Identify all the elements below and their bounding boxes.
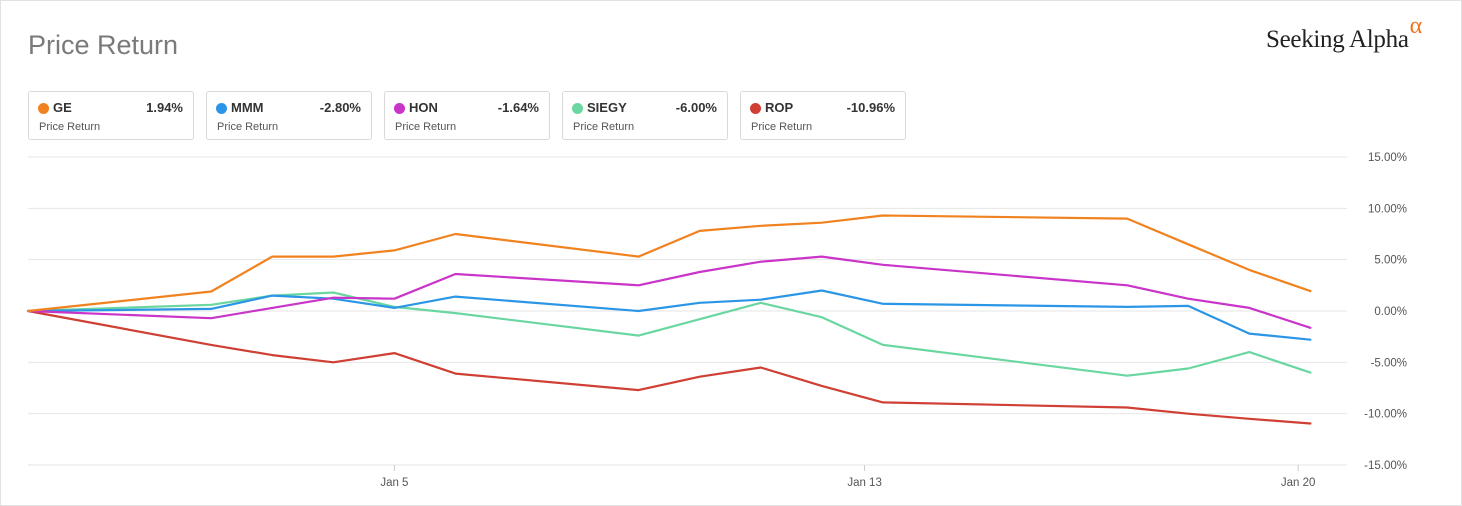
legend-ticker: ROP xyxy=(765,100,794,115)
series-line-siegy xyxy=(26,291,1312,377)
legend-subtitle: Price Return xyxy=(751,121,813,133)
legend-subtitle: Price Return xyxy=(573,121,635,133)
y-tick-label: -5.00% xyxy=(1371,357,1407,369)
legend-card-rop[interactable]: ROP -10.96% Price Return xyxy=(740,91,906,140)
series-dot-icon xyxy=(572,103,583,114)
x-tick-label: Jan 5 xyxy=(380,477,408,489)
legend-card-siegy[interactable]: SIEGY -6.00% Price Return xyxy=(562,91,728,140)
y-tick-label: 10.00% xyxy=(1368,203,1407,215)
chart-title: Price Return xyxy=(28,30,179,60)
legend-ticker: GE xyxy=(53,100,72,115)
legend-value: -2.80% xyxy=(319,100,361,115)
brand-alpha-icon: α xyxy=(1409,13,1423,39)
legend-subtitle: Price Return xyxy=(39,121,101,133)
brand-logo[interactable]: Seeking Alphaα xyxy=(1266,13,1422,54)
series-dot-icon xyxy=(216,103,227,114)
y-tick-label: -10.00% xyxy=(1364,409,1407,421)
legend-card-hon[interactable]: HON -1.64% Price Return xyxy=(384,91,550,140)
legend-value: 1.94% xyxy=(146,100,183,115)
legend-value: -6.00% xyxy=(675,100,717,115)
series-dot-icon xyxy=(750,103,761,114)
x-tick-label: Jan 13 xyxy=(847,477,882,489)
series-line-mmm xyxy=(26,289,1312,341)
legend-value: -10.96% xyxy=(846,100,895,115)
brand-name: Seeking Alpha xyxy=(1266,26,1409,53)
legend-subtitle: Price Return xyxy=(395,121,457,133)
y-tick-label: -15.00% xyxy=(1364,460,1407,472)
series-dot-icon xyxy=(38,103,49,114)
legend-ticker: SIEGY xyxy=(587,100,627,115)
series-line-ge xyxy=(26,214,1312,313)
y-tick-label: 15.00% xyxy=(1368,152,1407,164)
legend-card-mmm[interactable]: MMM -2.80% Price Return xyxy=(206,91,372,140)
series-dot-icon xyxy=(394,103,405,114)
series-line-hon xyxy=(26,255,1312,329)
legend-card-ge[interactable]: GE 1.94% Price Return xyxy=(28,91,194,140)
legend-subtitle: Price Return xyxy=(217,121,279,133)
x-tick-label: Jan 20 xyxy=(1281,477,1316,489)
legend-value: -1.64% xyxy=(497,100,539,115)
legend-ticker: HON xyxy=(409,100,438,115)
y-tick-label: 5.00% xyxy=(1374,255,1407,267)
y-tick-label: 0.00% xyxy=(1374,306,1407,318)
series-line-rop xyxy=(26,309,1312,425)
legend-ticker: MMM xyxy=(231,100,264,115)
